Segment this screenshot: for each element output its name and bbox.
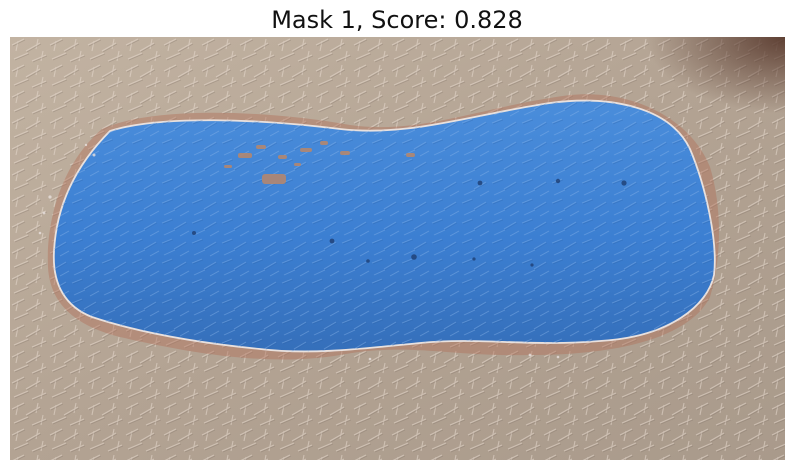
pores [192, 178, 627, 267]
segmentation-image [10, 37, 785, 460]
edge-specks [38, 143, 560, 361]
figure-title: Mask 1, Score: 0.828 [271, 6, 523, 34]
skin-flecks [224, 141, 415, 184]
